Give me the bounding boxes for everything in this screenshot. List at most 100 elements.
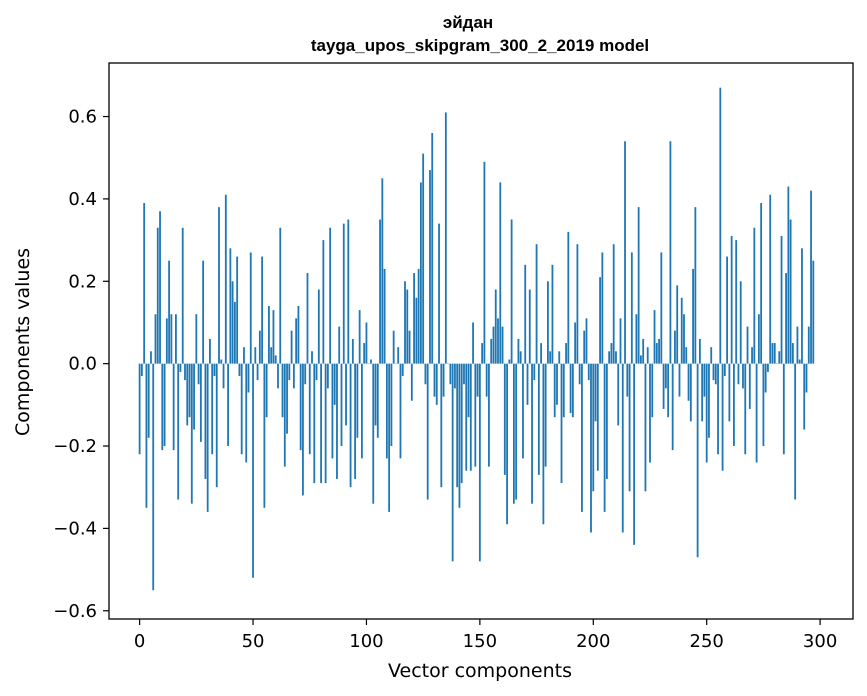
bar — [596, 363, 599, 471]
bar — [147, 363, 150, 438]
bar — [751, 347, 753, 364]
bar — [626, 363, 629, 397]
y-tick-label: 0.6 — [68, 107, 97, 128]
bar — [794, 363, 797, 500]
bar — [456, 363, 459, 488]
bar — [370, 359, 372, 364]
bar — [440, 363, 443, 488]
bar — [773, 343, 776, 364]
bar — [742, 363, 744, 389]
bar — [767, 363, 769, 372]
bar — [581, 363, 583, 512]
bar — [608, 351, 611, 364]
bar — [204, 363, 207, 479]
bar — [485, 363, 488, 397]
bar — [524, 264, 527, 364]
bar — [199, 363, 202, 442]
bar — [181, 227, 184, 364]
y-tick-label: 0.4 — [68, 189, 97, 210]
bar — [356, 363, 359, 438]
bar — [739, 281, 742, 364]
x-axis-label: Vector components — [388, 660, 572, 682]
bar — [429, 170, 431, 364]
bar — [655, 343, 658, 364]
bar — [483, 161, 486, 364]
bar — [227, 363, 229, 447]
bar — [381, 178, 384, 364]
x-tick-label: 250 — [690, 631, 724, 652]
bar — [630, 252, 633, 364]
bar — [737, 363, 740, 385]
bar — [240, 363, 243, 455]
bar — [274, 355, 277, 364]
bar — [211, 363, 214, 455]
bar — [753, 227, 756, 364]
bar — [801, 248, 803, 364]
bar — [730, 235, 733, 364]
bar — [805, 363, 808, 393]
bar — [247, 363, 250, 393]
bar — [406, 289, 409, 364]
x-tick-label: 100 — [349, 631, 383, 652]
bar — [617, 363, 620, 426]
bar — [168, 260, 171, 364]
bar — [640, 355, 642, 364]
bar — [683, 314, 685, 364]
bar — [401, 363, 404, 377]
bar — [547, 281, 549, 364]
bar — [787, 186, 790, 364]
bar — [610, 343, 613, 364]
bar — [628, 363, 631, 492]
bar — [154, 314, 157, 364]
bar — [578, 363, 581, 385]
bar — [245, 363, 248, 463]
bar — [290, 330, 293, 364]
bar — [791, 343, 794, 364]
bar — [145, 363, 148, 508]
bar — [472, 322, 474, 364]
bar — [277, 363, 279, 389]
bar — [451, 363, 454, 562]
bar — [612, 244, 615, 364]
bar — [678, 363, 681, 397]
bar — [140, 363, 143, 377]
bar — [463, 363, 465, 385]
bar — [565, 343, 567, 364]
bar — [347, 219, 350, 364]
bar — [209, 338, 211, 364]
bar — [637, 207, 640, 364]
x-tick-label: 200 — [576, 631, 610, 652]
bar — [760, 203, 763, 364]
bar — [519, 351, 522, 364]
bar — [635, 314, 638, 364]
plot-frame — [108, 62, 854, 620]
bar — [658, 338, 660, 364]
bar — [490, 338, 493, 364]
bar — [184, 363, 186, 381]
bar — [442, 363, 445, 397]
bar — [385, 363, 388, 459]
bar — [556, 363, 558, 405]
bar — [424, 363, 427, 385]
bar — [764, 363, 767, 393]
bar — [542, 363, 545, 525]
bar — [288, 363, 291, 381]
bar — [165, 318, 168, 364]
x-axis: 0 50 100 150 200 250 300 — [134, 619, 837, 652]
bar — [186, 363, 189, 426]
bar — [292, 363, 295, 389]
bar — [365, 322, 368, 364]
bar — [605, 363, 608, 479]
bar — [213, 363, 216, 377]
y-tick-label: 0.2 — [68, 271, 97, 292]
bar — [481, 343, 484, 364]
bar — [585, 318, 588, 364]
y-tick-label: −0.4 — [53, 518, 97, 539]
bar — [601, 252, 604, 364]
bar — [354, 363, 357, 479]
bar — [413, 273, 415, 364]
bar — [435, 363, 438, 405]
bar — [680, 297, 683, 364]
bar — [733, 363, 735, 447]
